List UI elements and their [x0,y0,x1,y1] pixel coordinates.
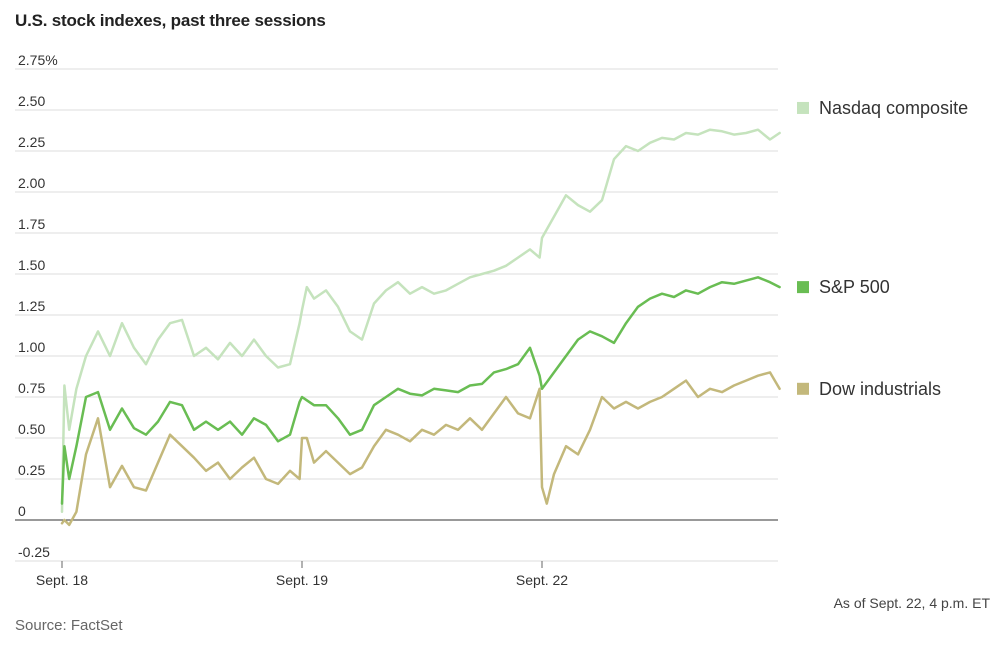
legend-label: Dow industrials [819,379,941,399]
timestamp-note: As of Sept. 22, 4 p.m. ET [833,595,990,611]
legend-swatch [797,382,809,395]
series-line-0 [60,128,781,514]
y-tick-label: -0.25 [18,544,50,560]
y-tick-label: 1.25 [18,298,45,314]
x-axis: Sept. 18 Sept. 19 Sept. 22 [15,560,778,588]
source-note: Source: FactSet [15,617,123,634]
y-tick-label: 1.00 [18,339,45,355]
chart-title: U.S. stock indexes, past three sessions [15,11,326,30]
y-tick-label: 0 [18,503,26,519]
y-tick-label: 2.75% [18,52,58,68]
y-axis-tick-labels: -0.25 0 0.25 0.50 0.75 1.00 1.25 1.50 1.75 2.00 2.… [18,52,58,560]
legend-label: S&P 500 [819,277,890,297]
x-tick-label: Sept. 22 [516,572,568,588]
y-tick-label: 0.50 [18,421,45,437]
series-lines [60,128,781,527]
x-tick-label: Sept. 18 [36,572,88,588]
grid-lines [15,68,778,562]
legend: Nasdaq composite S&P 500 Dow industrials [797,98,968,399]
y-tick-label: 2.00 [18,175,45,191]
series-line-1 [60,276,781,505]
legend-label: Nasdaq composite [819,98,968,118]
y-tick-label: 0.75 [18,380,45,396]
y-tick-label: 2.50 [18,93,45,109]
x-tick-label: Sept. 19 [276,572,328,588]
y-tick-label: 1.50 [18,257,45,273]
y-tick-label: 2.25 [18,134,45,150]
y-tick-label: 0.25 [18,462,45,478]
series-line-2 [60,371,781,527]
legend-swatch [797,101,809,114]
legend-swatch [797,281,809,294]
y-tick-label: 1.75 [18,216,45,232]
